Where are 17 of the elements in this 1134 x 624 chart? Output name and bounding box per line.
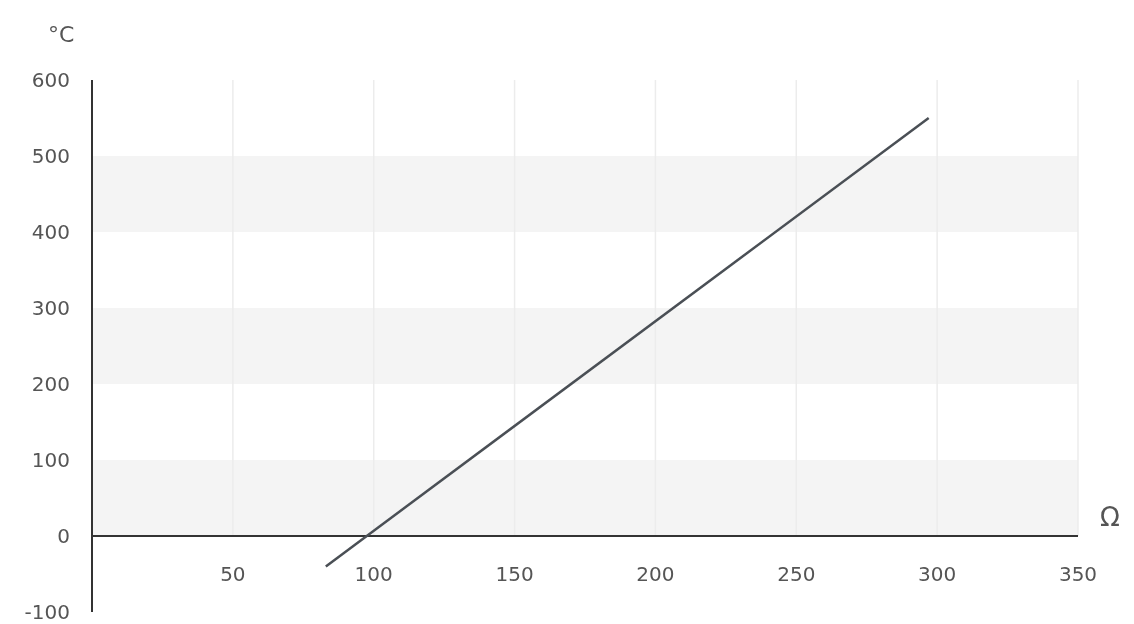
y-tick-label: 0 bbox=[57, 524, 70, 548]
x-tick-label: 50 bbox=[220, 562, 246, 586]
x-tick-label: 250 bbox=[777, 562, 816, 586]
y-tick-label: 400 bbox=[31, 220, 70, 244]
x-tick-label: 200 bbox=[636, 562, 675, 586]
x-tick-label: 300 bbox=[918, 562, 957, 586]
y-tick-label: 600 bbox=[31, 68, 70, 92]
y-tick-label: 100 bbox=[31, 448, 70, 472]
x-tick-label: 100 bbox=[354, 562, 393, 586]
x-tick-label: 150 bbox=[495, 562, 534, 586]
y-tick-label: -100 bbox=[24, 600, 70, 624]
y-tick-label: 200 bbox=[31, 372, 70, 396]
y-tick-label: 500 bbox=[31, 144, 70, 168]
y-axis-title: °C bbox=[48, 22, 75, 47]
x-axis-title: Ω bbox=[1100, 502, 1120, 532]
x-tick-label: 350 bbox=[1058, 562, 1098, 586]
y-tick-label: 300 bbox=[31, 296, 70, 320]
